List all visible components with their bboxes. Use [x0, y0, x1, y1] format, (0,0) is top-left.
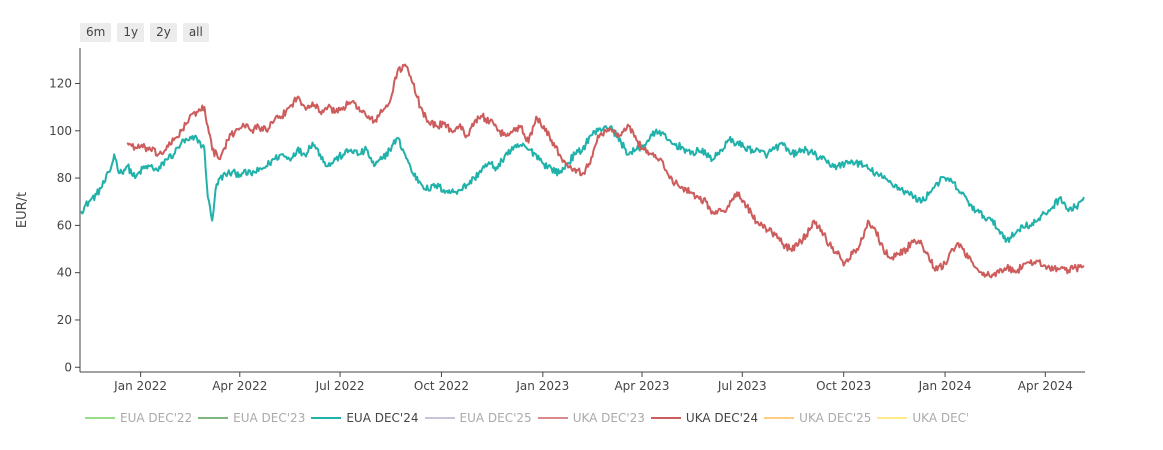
legend-swatch [877, 417, 908, 419]
legend-swatch [198, 417, 229, 419]
y-tick-label: 0 [64, 360, 72, 374]
chart-axes: 0 20 40 60 80 100 120 Jan 2022 Apr 2022 Jul 2022 O… [49, 48, 1085, 393]
legend-swatch [311, 417, 342, 419]
legend-swatch [85, 417, 115, 419]
legend-label: UKA DEC'24 [685, 411, 759, 425]
legend-label: EUA DEC'22 [120, 411, 193, 425]
legend-item[interactable]: EUA DEC'22 [85, 411, 192, 425]
legend-label: EUA DEC'23 [233, 411, 306, 425]
y-tick-label: 100 [49, 124, 72, 138]
x-tick-label: Oct 2022 [414, 379, 469, 393]
legend-swatch [650, 417, 681, 419]
legend-swatch [424, 417, 455, 419]
range-selector: 6m 1y 2y all [80, 23, 209, 42]
legend-item[interactable]: UKA DEC'26 [877, 411, 968, 425]
legend-item[interactable]: UKA DEC'23 [537, 411, 645, 425]
x-tick-label: Oct 2023 [816, 379, 871, 393]
legend-label: UKA DEC'25 [799, 411, 872, 425]
legend-swatch [537, 417, 568, 419]
legend-item[interactable]: EUA DEC'23 [198, 411, 305, 425]
x-tick-label: Jan 2022 [113, 379, 167, 393]
x-tick-label: Jan 2024 [918, 379, 972, 393]
x-tick-label: Apr 2023 [614, 379, 669, 393]
range-button-2y[interactable]: 2y [150, 23, 177, 42]
x-tick-label: Jul 2023 [717, 379, 767, 393]
y-tick-label: 40 [57, 266, 72, 280]
legend-label: UKA DEC'26 [912, 411, 968, 425]
range-button-6m[interactable]: 6m [80, 23, 112, 42]
legend-swatch [764, 417, 795, 419]
x-tick-label: Jul 2022 [315, 379, 365, 393]
x-tick-label: Apr 2024 [1018, 379, 1073, 393]
series-line-eua-dec-24 [80, 125, 1085, 243]
legend-item[interactable]: UKA DEC'24 [650, 411, 759, 425]
legend-label: UKA DEC'23 [572, 411, 645, 425]
y-axis-title: EUR/t [15, 192, 30, 228]
chart-legend: EUA DEC'22 EUA DEC'23 EUA DEC'24 EUA DEC'25… [85, 408, 968, 426]
chart-series [80, 63, 1085, 279]
legend-item[interactable]: EUA DEC'25 [424, 411, 532, 425]
x-tick-label: Apr 2022 [212, 379, 267, 393]
x-tick-label: Jan 2023 [515, 379, 569, 393]
legend-label: EUA DEC'25 [459, 411, 532, 425]
y-tick-label: 60 [57, 218, 72, 232]
range-button-all[interactable]: all [182, 23, 209, 42]
legend-label: EUA DEC'24 [346, 411, 419, 425]
series-line-uka-dec-24 [126, 63, 1085, 279]
y-tick-label: 20 [57, 313, 72, 327]
y-tick-label: 80 [57, 171, 72, 185]
y-tick-label: 120 [49, 76, 72, 90]
legend-item[interactable]: EUA DEC'24 [311, 411, 419, 425]
legend-item[interactable]: UKA DEC'25 [764, 411, 871, 425]
range-button-1y[interactable]: 1y [117, 23, 145, 42]
